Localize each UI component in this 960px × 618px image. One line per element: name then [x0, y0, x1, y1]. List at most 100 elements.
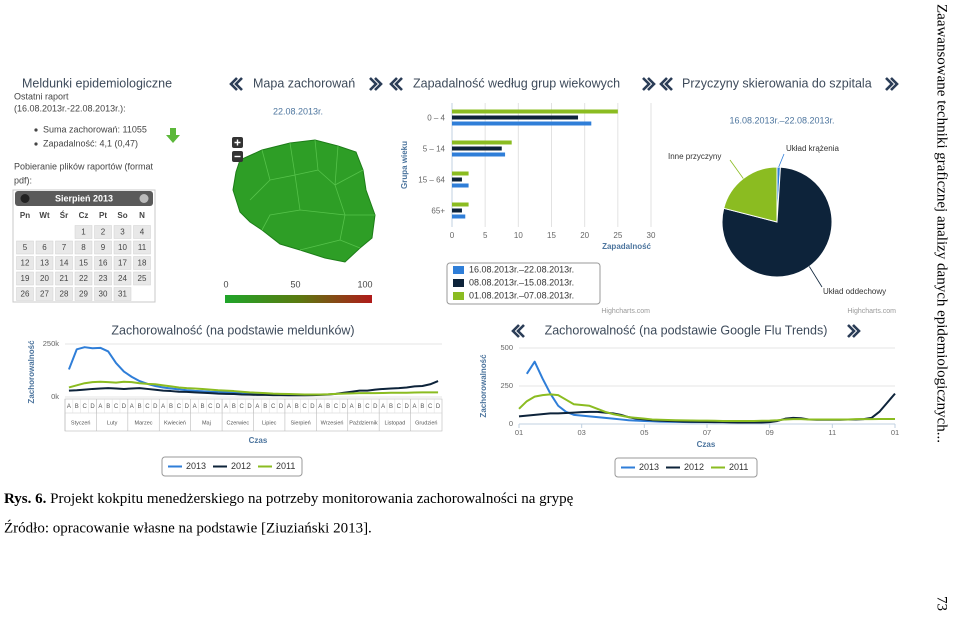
day-cell[interactable]: [55, 240, 73, 255]
chart-title: Przyczyny skierowania do szpitala: [682, 76, 872, 90]
day-cell[interactable]: [133, 256, 151, 270]
legend-label[interactable]: 2013: [186, 461, 206, 471]
nav-arrow[interactable]: [659, 77, 673, 91]
day-cell[interactable]: [133, 271, 151, 286]
legend-label[interactable]: 2011: [729, 462, 748, 472]
month-label: Kwiecień: [164, 420, 186, 426]
day-label: 29: [79, 290, 88, 299]
day-cell[interactable]: [113, 271, 132, 286]
bar: [452, 152, 506, 157]
day-cell[interactable]: [55, 271, 73, 286]
day-cell[interactable]: [94, 225, 112, 239]
legend-label[interactable]: 08.08.2013r.–15.08.2013r.: [469, 277, 574, 287]
day-cell[interactable]: [74, 287, 93, 301]
nav-arrow[interactable]: [229, 77, 243, 91]
month-label: Maj: [202, 420, 211, 426]
series-line: [68, 380, 439, 396]
day-label: 30: [99, 290, 108, 299]
month-label: Grudzień: [415, 420, 437, 426]
day-cell[interactable]: [94, 271, 112, 286]
legend-label[interactable]: 01.08.2013r.–07.08.2013r.: [469, 290, 574, 300]
calendar-next[interactable]: [139, 194, 149, 203]
day-cell[interactable]: [74, 225, 93, 239]
legend-label[interactable]: 2013: [639, 462, 659, 472]
navigation: [229, 77, 899, 338]
legend-label[interactable]: 2011: [276, 461, 295, 471]
week-label: D: [436, 404, 441, 410]
nav-arrow[interactable]: [847, 324, 861, 338]
day-cell[interactable]: [55, 287, 73, 301]
day-cell[interactable]: [133, 225, 151, 239]
week-label: A: [193, 404, 197, 410]
week-label: C: [114, 404, 119, 410]
day-cell[interactable]: [94, 240, 112, 255]
day-cell[interactable]: [94, 287, 112, 301]
day-cell[interactable]: [55, 256, 73, 270]
day-cell[interactable]: [16, 271, 34, 286]
y-tick-label: 500: [500, 343, 513, 352]
week-label: B: [263, 404, 267, 410]
nav-arrow[interactable]: [389, 77, 403, 91]
x-tick-label: 15: [547, 231, 556, 240]
day-cell[interactable]: [16, 287, 34, 301]
day-cell[interactable]: [94, 256, 112, 270]
day-cell[interactable]: [113, 256, 132, 270]
day-cell[interactable]: [35, 271, 54, 286]
week-label: C: [145, 404, 150, 410]
day-cell[interactable]: [113, 287, 132, 301]
day-cell[interactable]: [16, 240, 34, 255]
report-bullet: Zapadalność: 4,1 (0,47): [43, 138, 138, 148]
map-scale: 0 50 100: [223, 279, 372, 289]
x-tick-label: 5: [483, 231, 488, 240]
day-label: 25: [138, 274, 147, 283]
weekday-label: So: [117, 211, 127, 220]
y-tick-label: 15 – 64: [418, 176, 445, 185]
day-cell[interactable]: [35, 256, 54, 270]
month-label: Sierpień: [291, 420, 311, 426]
credit: Highcharts.com: [847, 308, 896, 315]
day-cell[interactable]: [113, 225, 132, 239]
panel-title: Mapa zachorowań: [253, 76, 355, 90]
day-cell[interactable]: [113, 240, 132, 255]
nav-arrow[interactable]: [511, 324, 525, 338]
legend-label[interactable]: 2012: [684, 462, 704, 472]
y-axis-title: Zachorowalność: [479, 354, 488, 418]
legend-label[interactable]: 16.08.2013r.–22.08.2013r.: [469, 264, 574, 274]
x-axis-title: Czas: [249, 436, 268, 445]
day-cell[interactable]: [16, 256, 34, 270]
y-tick-label: 5 – 14: [423, 145, 446, 154]
y-tick-label: 250: [500, 381, 513, 390]
week-label: B: [358, 404, 362, 410]
week-label: C: [82, 404, 87, 410]
day-cell[interactable]: [74, 271, 93, 286]
calendar-prev[interactable]: [20, 194, 30, 203]
panel-title: Meldunki epidemiologiczne: [22, 76, 172, 90]
week-label: A: [224, 404, 228, 410]
nav-arrow[interactable]: [885, 77, 899, 91]
day-cell[interactable]: [35, 287, 54, 301]
week-label: D: [373, 404, 378, 410]
pie-label: Układ krążenia: [786, 144, 839, 153]
legend-label[interactable]: 2012: [231, 461, 251, 471]
day-cell[interactable]: [35, 240, 54, 255]
bar: [452, 183, 469, 188]
day-cell[interactable]: [133, 240, 151, 255]
chart-title: Zachorowalność (na podstawie Google Flu …: [545, 323, 828, 337]
x-tick-label: 25: [613, 231, 622, 240]
x-tick-label: 10: [514, 231, 523, 240]
week-label: D: [90, 404, 95, 410]
y-tick-label: 65+: [431, 207, 445, 216]
chart-title: Zapadalność według grup wiekowych: [413, 76, 620, 90]
day-cell[interactable]: [74, 240, 93, 255]
pie-slice[interactable]: [723, 166, 778, 223]
nav-arrow[interactable]: [369, 77, 383, 91]
legend-box: [161, 456, 303, 477]
bar-chart: Zapadalność według grup wiekowych 0 5 10 15 2…: [400, 76, 656, 315]
day-cell[interactable]: [74, 256, 93, 270]
nav-arrow[interactable]: [642, 77, 656, 91]
bar: [452, 109, 618, 114]
y-tick-label: 0 – 4: [427, 114, 445, 123]
month-label: Październik: [349, 420, 378, 426]
x-tick-label: 01: [891, 428, 899, 437]
